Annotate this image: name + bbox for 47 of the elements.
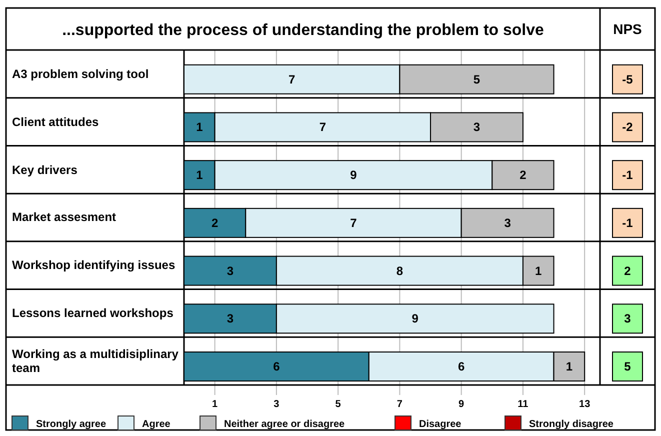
legend-label: Neither agree or disagree <box>224 419 346 430</box>
text: 2 <box>624 264 632 278</box>
x-tick-label: 9 <box>458 399 465 410</box>
text: 3 <box>624 312 632 326</box>
data-label: 7 <box>288 72 296 86</box>
x-tick-label: 7 <box>396 399 403 410</box>
x-tick-label: 5 <box>335 399 342 410</box>
legend-label: Disagree <box>419 419 462 430</box>
y-tick-label: Workshop identifying issues <box>12 257 176 274</box>
data-label: 3 <box>226 312 234 326</box>
data-label: 8 <box>396 264 404 278</box>
data-label: 6 <box>458 360 465 374</box>
legend-label: Agree <box>142 419 171 430</box>
data-label: 2 <box>211 216 218 230</box>
text: -2 <box>622 120 634 134</box>
y-tick-label: Key drivers <box>12 162 78 179</box>
x-tick-label: 3 <box>274 399 280 410</box>
data-label: 3 <box>473 120 480 134</box>
y-tick-label: Working as a multidisiplinary team <box>12 346 180 378</box>
text: -1 <box>622 216 634 230</box>
y-tick-label: Market assesment <box>12 209 118 226</box>
y-tick-label: Lessons learned workshops <box>12 305 174 322</box>
data-label: 5 <box>473 72 480 86</box>
x-tick-label: 13 <box>579 399 591 410</box>
data-label: 7 <box>319 120 326 134</box>
y-tick-label: A3 problem solving tool <box>12 66 150 83</box>
data-label: 7 <box>350 216 358 230</box>
text: -1 <box>622 168 634 182</box>
data-label: 9 <box>350 168 358 182</box>
data-label: 9 <box>412 312 419 326</box>
data-label: 1 <box>566 360 573 374</box>
data-label: 1 <box>535 264 542 278</box>
text: 5 <box>624 360 632 374</box>
y-tick-label: Client attitudes <box>12 114 100 131</box>
text: NPS <box>613 21 642 37</box>
x-tick-label: 11 <box>518 399 529 410</box>
data-label: 1 <box>196 168 204 182</box>
data-label: 3 <box>504 216 512 230</box>
text: -5 <box>622 72 634 86</box>
legend-label: Strongly agree <box>36 419 106 430</box>
chart-title: ...supported the process of understanding the problem to solve <box>62 22 544 39</box>
data-label: 3 <box>226 264 234 278</box>
data-label: 2 <box>520 168 527 182</box>
data-label: 6 <box>273 360 280 374</box>
x-tick-label: 1 <box>212 399 218 410</box>
data-label: 1 <box>196 120 204 134</box>
legend-label: Strongly disagree <box>529 419 614 430</box>
